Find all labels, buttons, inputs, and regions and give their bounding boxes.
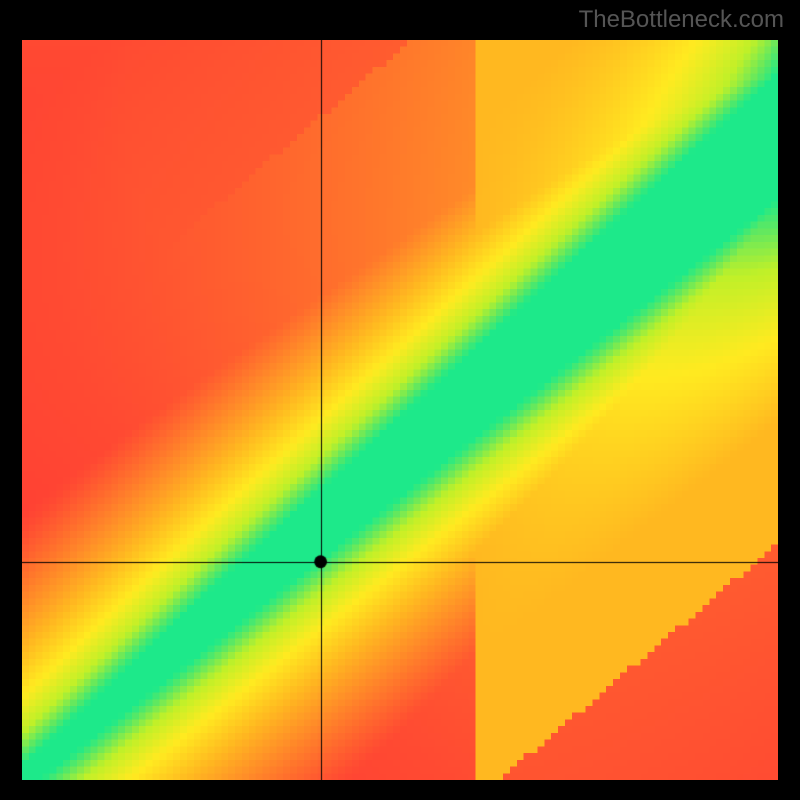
watermark-text: TheBottleneck.com bbox=[579, 6, 784, 34]
crosshair-overlay bbox=[22, 40, 778, 780]
chart-container: TheBottleneck.com bbox=[0, 0, 800, 800]
